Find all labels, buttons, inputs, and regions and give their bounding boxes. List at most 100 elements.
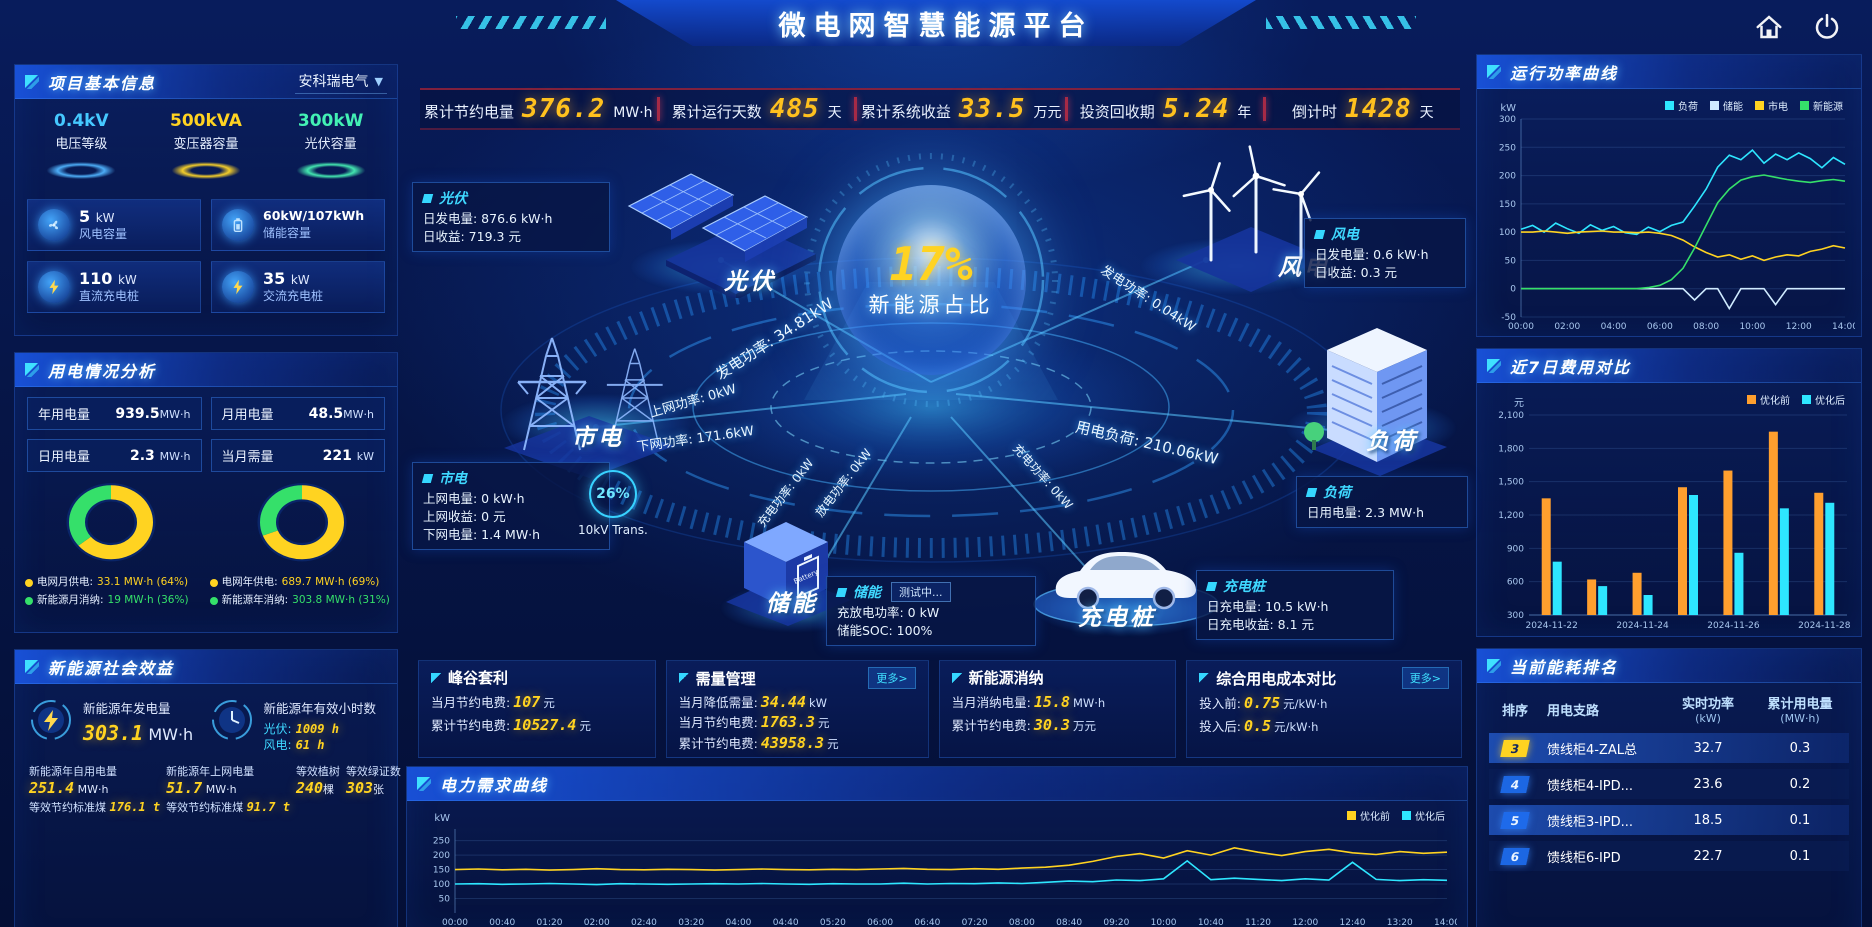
wind-info-box: 风电 日发电量: 0.6 kW·h 日收益: 0.3 元 [1304, 218, 1466, 289]
annual-generation-stat: 新能源年发电量 303.1 MW·h [29, 698, 202, 753]
svg-text:00:40: 00:40 [489, 918, 515, 927]
card-corner-icon [431, 672, 441, 683]
divider [1065, 97, 1069, 121]
pv-icon [421, 193, 434, 203]
table-row[interactable]: 6 馈线柜6-IPD 22.7 0.1 [1489, 841, 1849, 871]
svg-text:1,200: 1,200 [1498, 511, 1524, 521]
svg-text:300: 300 [1499, 115, 1516, 125]
rank-badge: 3 [1500, 739, 1530, 757]
grid-info-box: 市电 上网电量: 0 kW·h 上网收益: 0 元 下网电量: 1.4 MW·h [412, 462, 610, 551]
transformer-pedestal: 500kVA 变压器容量 [145, 111, 266, 187]
more-button[interactable]: 更多> [868, 667, 916, 689]
card-corner-icon [951, 672, 962, 683]
svg-text:08:00: 08:00 [1693, 322, 1719, 332]
power-icon[interactable] [1812, 12, 1842, 42]
pv-capacity-pedestal: 300kW 光伏容量 [270, 111, 391, 187]
voltage-pedestal: 0.4kV 电压等级 [21, 111, 142, 187]
new-energy-label: 新能源占比 [868, 293, 994, 317]
effective-hours-stat: 新能源年有效小时数 光伏: 1009 h 风电: 61 h [210, 698, 383, 753]
storage-icon [835, 587, 848, 597]
kpi-stats-bar: 累计节约电量 376.2 MW·h 累计运行天数 485 天 累计系统收益 33… [420, 88, 1460, 130]
cost-comparison-panel: 近7日费用对比 300 600 900 1,200 1,500 1,800 2,100 元 20… [1476, 348, 1862, 637]
dc-charger-stat: 110 kW 直流充电桩 [27, 261, 201, 313]
load-icon [1305, 487, 1318, 497]
table-row[interactable]: 4 馈线柜4-IPD... 23.6 0.2 [1489, 769, 1849, 799]
panel-corner-icon [417, 776, 431, 791]
legend-item: 新能源年消纳: 303.8 MW·h (31%) [209, 592, 390, 610]
svg-text:200: 200 [433, 851, 450, 861]
svg-text:优化前: 优化前 [1760, 394, 1790, 407]
battery-icon [222, 209, 254, 241]
testing-badge: 测试中... [891, 582, 951, 602]
social-benefit-panel: 新能源社会效益 新能源年发电量 303.1 MW·h 新能源年有效小时数 光伏:… [14, 649, 401, 927]
page-title: 微电网智慧能源平台 [778, 10, 1094, 42]
svg-text:100: 100 [433, 880, 450, 890]
company-select[interactable]: 安科瑞电气 ▼ [294, 69, 387, 94]
header: 微电网智慧能源平台 [0, 0, 1872, 54]
svg-text:14:00: 14:00 [1434, 918, 1457, 927]
svg-text:03:20: 03:20 [678, 918, 704, 927]
self-use-stat: 新能源年自用电量 251.4 MW·h 等效节约标准煤 176.1 t [29, 765, 161, 815]
charger-node-label: 充电桩 [1078, 605, 1156, 631]
card-corner-icon [1199, 673, 1210, 683]
grid-node-label: 市电 [572, 425, 624, 451]
svg-text:250: 250 [433, 837, 450, 847]
running-days-kpi: 累计运行天数 485 天 [671, 94, 842, 124]
fan-icon [38, 209, 70, 241]
svg-text:02:40: 02:40 [631, 918, 657, 927]
more-button[interactable]: 更多> [1401, 667, 1449, 689]
svg-text:2024-11-22: 2024-11-22 [1526, 621, 1578, 631]
home-icon[interactable] [1754, 12, 1784, 42]
svg-text:07:20: 07:20 [962, 918, 988, 927]
pedestal-glow-icon [145, 157, 266, 187]
svg-text:02:00: 02:00 [584, 918, 610, 927]
svg-text:10:40: 10:40 [1198, 918, 1224, 927]
green-dot-icon [209, 596, 218, 605]
demand-management-card: 需量管理 更多> 当月降低需量: 34.44 kW 当月节约电费: 1763.3 元 累… [665, 660, 929, 758]
svg-text:2,100: 2,100 [1498, 411, 1524, 421]
power-curve-panel: 运行功率曲线 -50 0 50 100 150 200 250 300 kW 00:00 02:00… [1476, 54, 1862, 337]
panel-title: 运行功率曲线 [1510, 63, 1619, 83]
trees-stat: 等效植树 240棵 [295, 765, 340, 798]
pedestal-glow-icon [270, 157, 391, 187]
wind-icon [1313, 229, 1326, 239]
svg-text:04:00: 04:00 [725, 918, 751, 927]
charging-bolt-icon [38, 271, 70, 303]
panel-title: 新能源社会效益 [48, 658, 175, 678]
legend-item: 电网月供电: 33.1 MW·h (64%) [25, 574, 202, 592]
ac-charger-stat: 35 kW 交流充电桩 [211, 261, 385, 313]
lightning-icon [29, 698, 73, 753]
green-dot-icon [25, 596, 33, 605]
svg-text:150: 150 [1499, 200, 1516, 210]
ranking-table: 排序 用电支路 实时功率 (kW) 累计用电量 (MW·h) 3 馈线柜4-ZAL总… [1477, 683, 1861, 871]
svg-text:优化后: 优化后 [1415, 810, 1445, 823]
cost-comparison-card: 综合用电成本对比 更多> 投入前: 0.75 元/kW·h 投入后: 0.5 元/kW·… [1186, 660, 1462, 758]
legend-item: 电网年供电: 689.7 MW·h (69%) [209, 574, 387, 592]
svg-text:06:00: 06:00 [1647, 322, 1673, 332]
svg-text:10:00: 10:00 [1739, 322, 1765, 332]
panel-corner-icon [25, 362, 39, 377]
table-header: 排序 用电支路 实时功率 (kW) 累计用电量 (MW·h) [1501, 697, 1833, 725]
pv-info-box: 光伏 日发电量: 876.6 kW·h 日收益: 719.3 元 [412, 182, 610, 253]
table-row[interactable]: 5 馈线柜3-IPD... 18.5 0.1 [1489, 805, 1849, 835]
usage-analysis-panel: 用电情况分析 年用电量 939.5MW·h 月用电量 48.5MW·h 日用电量… [14, 352, 398, 633]
peak-valley-card: 峰谷套利 当月节约电费: 107 元 累计节约电费: 10527.4 元 [418, 660, 656, 758]
storage-info-box: 储能 测试中... 充放电功率: 0 kW 储能SOC: 100% [826, 576, 1036, 647]
svg-text:600: 600 [1507, 578, 1524, 588]
monthly-demand-stat: 当月需量 221 kW [210, 439, 385, 472]
panel-corner-icon [1487, 64, 1501, 79]
svg-text:300: 300 [1507, 611, 1524, 621]
payback-period-kpi: 投资回收期 5.24 年 [1079, 94, 1252, 124]
solar-panels-icon [627, 173, 816, 298]
header-decor-right-icon [1266, 16, 1416, 29]
panel-corner-icon [25, 659, 39, 674]
svg-text:08:00: 08:00 [1009, 918, 1035, 927]
divider [853, 97, 857, 121]
energy-flow-scene: Battery 17% 新能源占比 光伏 风电 市电 负荷 储能 充电桩 光伏 … [406, 132, 1468, 656]
table-row[interactable]: 3 馈线柜4-ZAL总 32.7 0.3 [1489, 733, 1849, 763]
svg-text:kW: kW [1500, 103, 1516, 114]
storage-node-label: 储能 [766, 591, 818, 617]
feed-in-stat: 新能源年上网电量 51.7 MW·h 等效节约标准煤 91.7 t [166, 765, 290, 815]
panel-corner-icon [25, 74, 39, 89]
